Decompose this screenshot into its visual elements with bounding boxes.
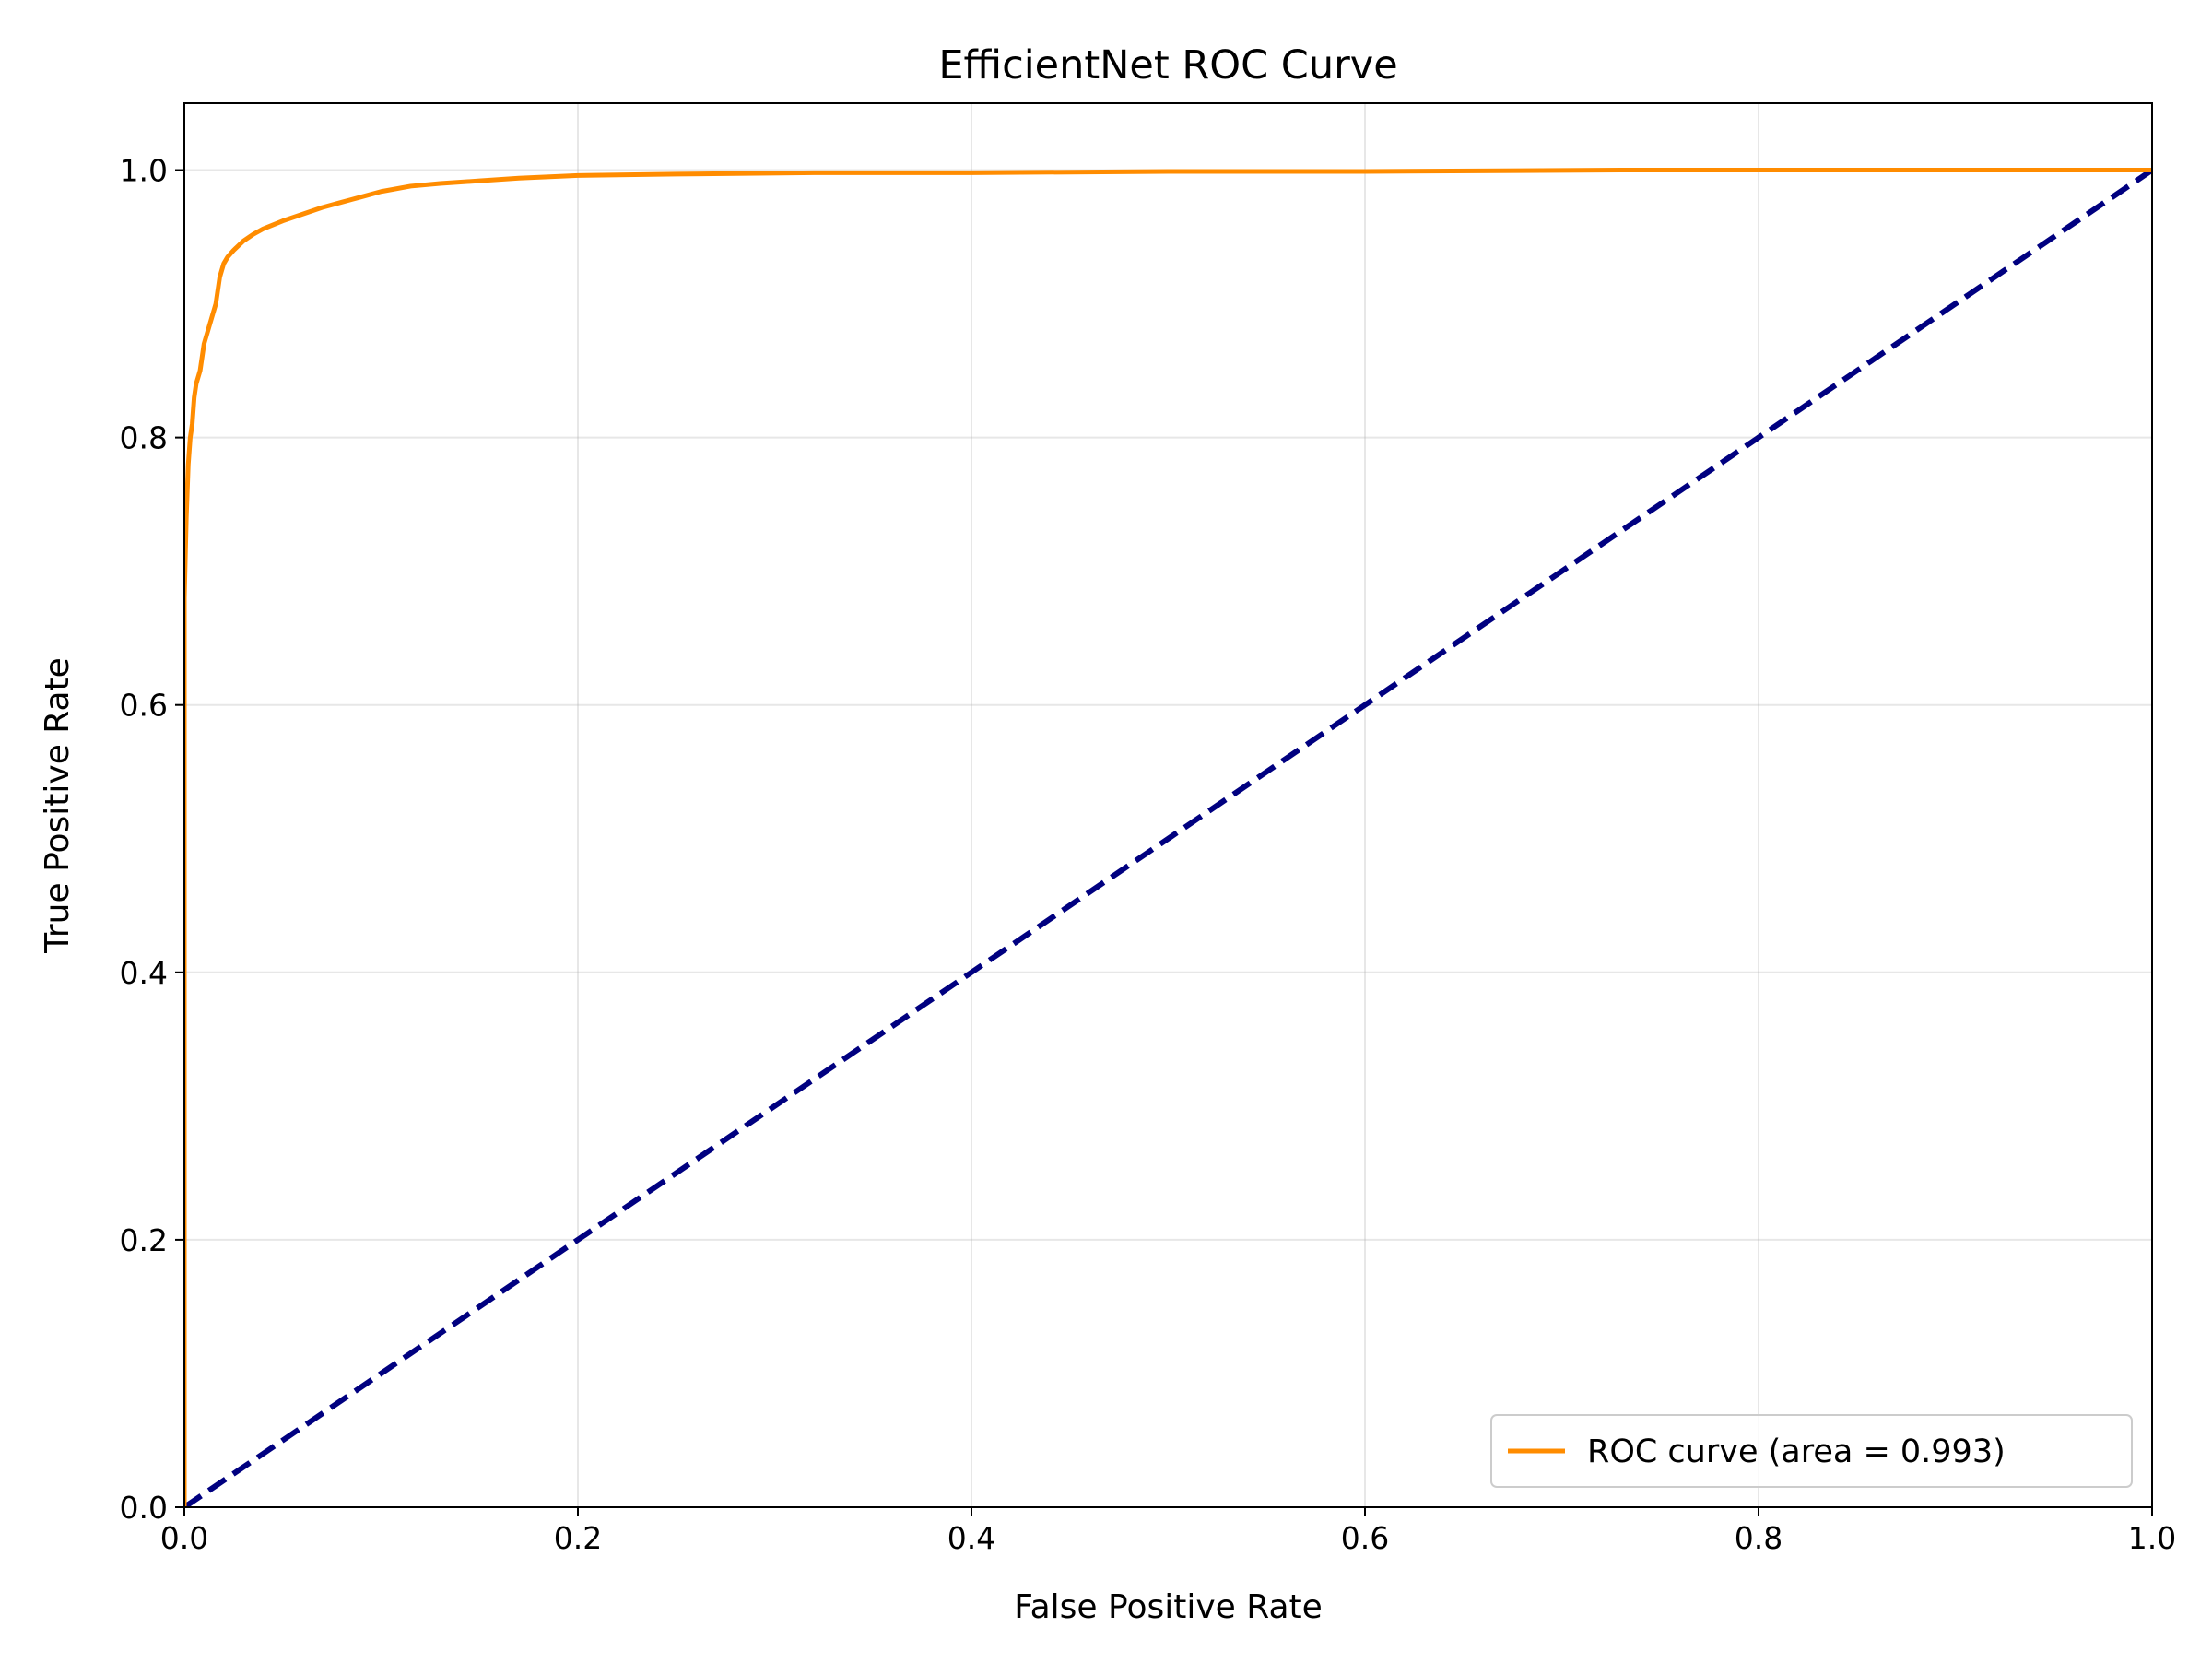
y-tick-label: 0.8 — [120, 420, 168, 456]
x-tick-label: 0.4 — [947, 1520, 995, 1556]
y-tick-label: 0.0 — [120, 1490, 168, 1526]
chance-diagonal-line — [184, 168, 2152, 1507]
legend-box — [1490, 1414, 2133, 1488]
chart-title: EfficientNet ROC Curve — [938, 42, 1397, 88]
ticks: 0.0 0.2 0.4 0.6 0.8 1.0 0.0 0.2 0.4 0.6 0.8 1.0 — [120, 153, 2177, 1556]
x-tick-label: 0.8 — [1735, 1520, 1783, 1556]
x-tick-label: 0.2 — [554, 1520, 602, 1556]
y-axis-label: True Positive Rate — [39, 657, 76, 954]
legend: ROC curve (area = 0.993) — [1490, 1414, 2133, 1488]
legend-label: ROC curve (area = 0.993) — [1587, 1433, 2006, 1470]
x-tick-label: 0.6 — [1341, 1520, 1389, 1556]
series-layer — [184, 168, 2152, 1507]
x-tick-label: 0.0 — [160, 1520, 208, 1556]
x-tick-label: 1.0 — [2128, 1520, 2176, 1556]
y-tick-label: 0.4 — [120, 955, 168, 991]
y-tick-label: 0.6 — [120, 688, 168, 724]
roc-curve-line — [184, 168, 2152, 1507]
x-axis-label: False Positive Rate — [1014, 1588, 1323, 1626]
y-tick-label: 1.0 — [120, 153, 168, 189]
plot-frame — [183, 102, 2153, 1508]
y-tick-label: 0.2 — [120, 1222, 168, 1258]
